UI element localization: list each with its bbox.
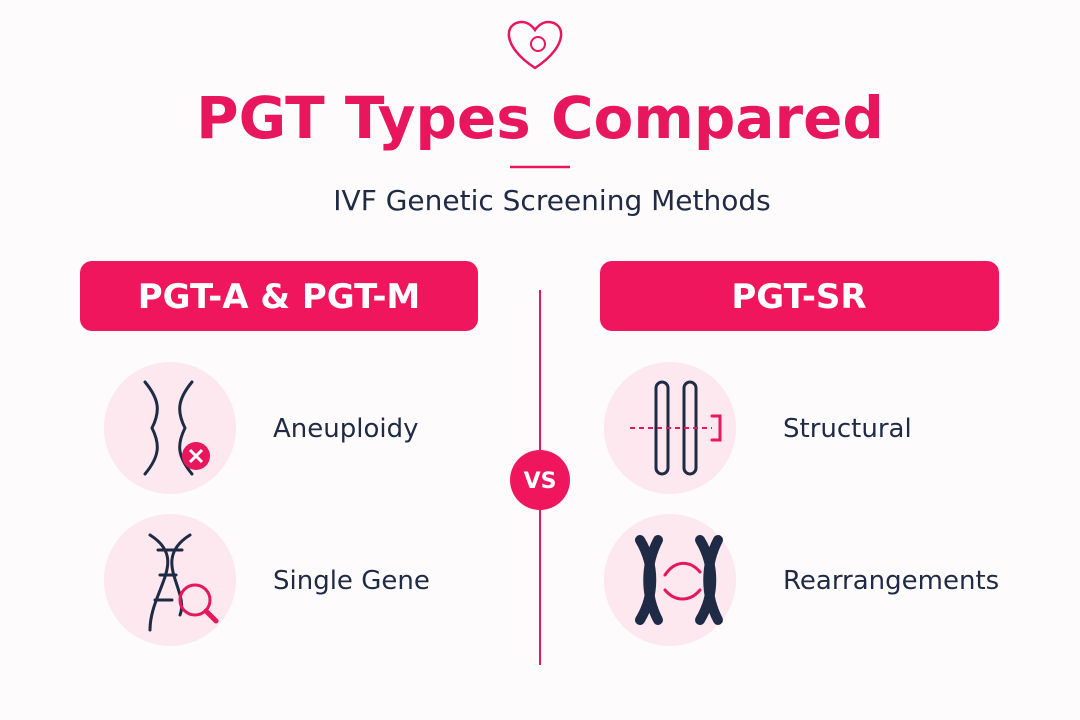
item-label: Rearrangements — [783, 566, 999, 596]
magnifier-icon — [178, 583, 212, 617]
subtitle: IVF Genetic Screening Methods — [333, 184, 770, 217]
right-header-label: PGT-SR — [731, 277, 866, 317]
magnifier-handle — [203, 608, 219, 624]
title: PGT Types Compared — [196, 84, 884, 152]
item-label: Aneuploidy — [273, 414, 419, 444]
right-header — [600, 261, 999, 331]
icon-bg — [104, 362, 236, 494]
structural-icon — [630, 380, 722, 476]
rearrangement-icon — [635, 535, 723, 625]
left-header-label: PGT-A & PGT-M — [138, 277, 421, 317]
heart-icon — [507, 20, 563, 70]
item-label: Single Gene — [273, 566, 430, 596]
embryo-icon — [530, 36, 546, 52]
vs-label: VS — [524, 469, 557, 494]
x-mark — [188, 448, 204, 464]
left-header — [80, 261, 478, 331]
vs-badge — [510, 450, 570, 510]
icon-bg — [104, 514, 236, 646]
item-label: Structural — [783, 414, 912, 444]
